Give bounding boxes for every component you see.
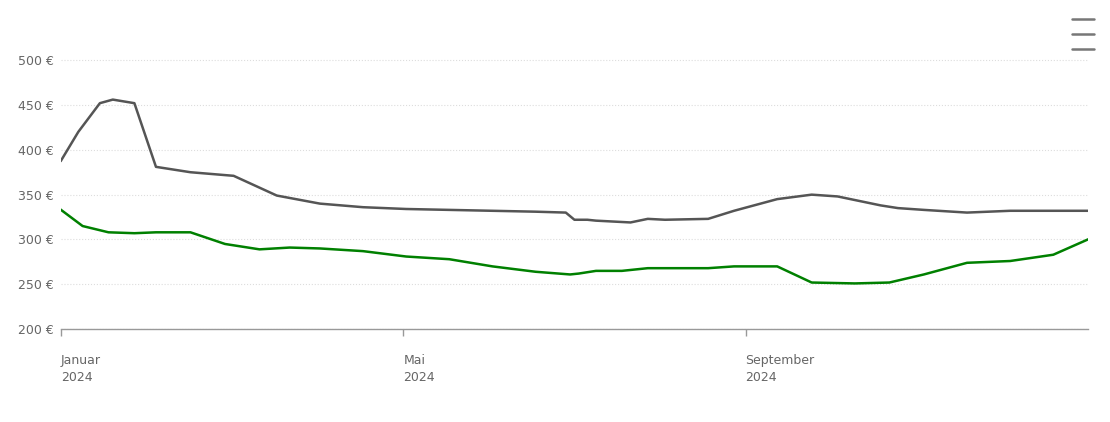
Text: 2024: 2024 xyxy=(403,371,435,384)
Text: 2024: 2024 xyxy=(746,371,777,384)
Text: Mai: Mai xyxy=(403,354,425,367)
Text: Januar: Januar xyxy=(61,354,101,367)
Text: September: September xyxy=(746,354,815,367)
Text: 2024: 2024 xyxy=(61,371,92,384)
